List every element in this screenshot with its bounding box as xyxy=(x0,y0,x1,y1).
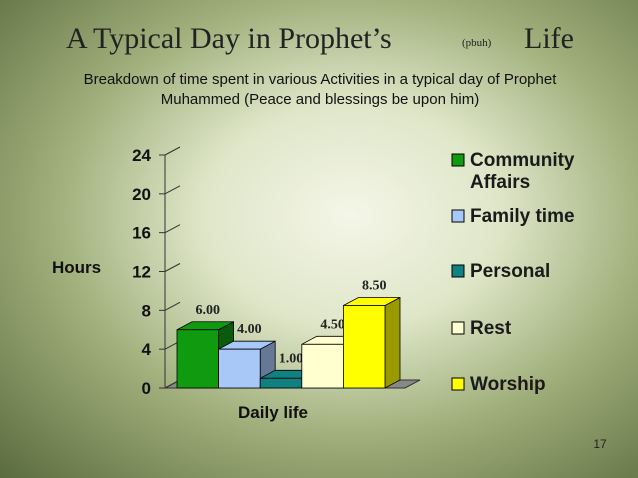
data-label: 4.50 xyxy=(320,317,345,332)
title-note: (pbuh) xyxy=(462,37,492,49)
back-grid xyxy=(164,301,181,311)
data-label: 6.00 xyxy=(196,303,221,318)
bar xyxy=(218,348,261,389)
bar xyxy=(301,343,344,389)
subtitle: Breakdown of time spent in various Activ… xyxy=(83,71,557,108)
legend-swatch xyxy=(451,377,465,391)
y-tick-label: 4 xyxy=(142,340,152,359)
page-number: 17 xyxy=(593,437,607,451)
y-tick-label: 24 xyxy=(132,146,151,165)
y-tick-label: 8 xyxy=(142,301,151,320)
bar xyxy=(342,305,386,389)
legend-swatch xyxy=(451,321,465,335)
legend-swatch xyxy=(451,153,465,167)
y-tick-label: 16 xyxy=(132,224,151,243)
back-grid xyxy=(164,185,181,195)
title: A Typical Day in Prophet’s xyxy=(66,22,392,55)
y-axis-label: Hours xyxy=(52,258,101,277)
legend-label: Community Affairs xyxy=(470,150,575,193)
y-tick-label: 0 xyxy=(142,379,151,398)
legend-label: Rest xyxy=(470,318,512,339)
y-tick-label: 20 xyxy=(132,185,151,204)
data-label: 1.00 xyxy=(279,351,304,366)
legend-swatch xyxy=(451,209,465,223)
bar xyxy=(259,377,303,389)
bar xyxy=(176,329,219,389)
bar-side xyxy=(384,296,401,389)
data-label: 8.50 xyxy=(362,278,387,293)
legend-label: Family time xyxy=(470,206,575,227)
legend-label: Worship xyxy=(470,374,546,395)
data-label: 4.00 xyxy=(237,322,262,337)
legend-label: Personal xyxy=(470,261,551,282)
legend-swatch xyxy=(451,264,465,278)
title-end: Life xyxy=(524,22,574,55)
back-grid xyxy=(164,146,181,156)
back-grid xyxy=(164,263,181,272)
back-grid xyxy=(164,224,181,234)
x-axis-label: Daily life xyxy=(238,403,308,422)
y-tick-label: 12 xyxy=(132,263,151,282)
